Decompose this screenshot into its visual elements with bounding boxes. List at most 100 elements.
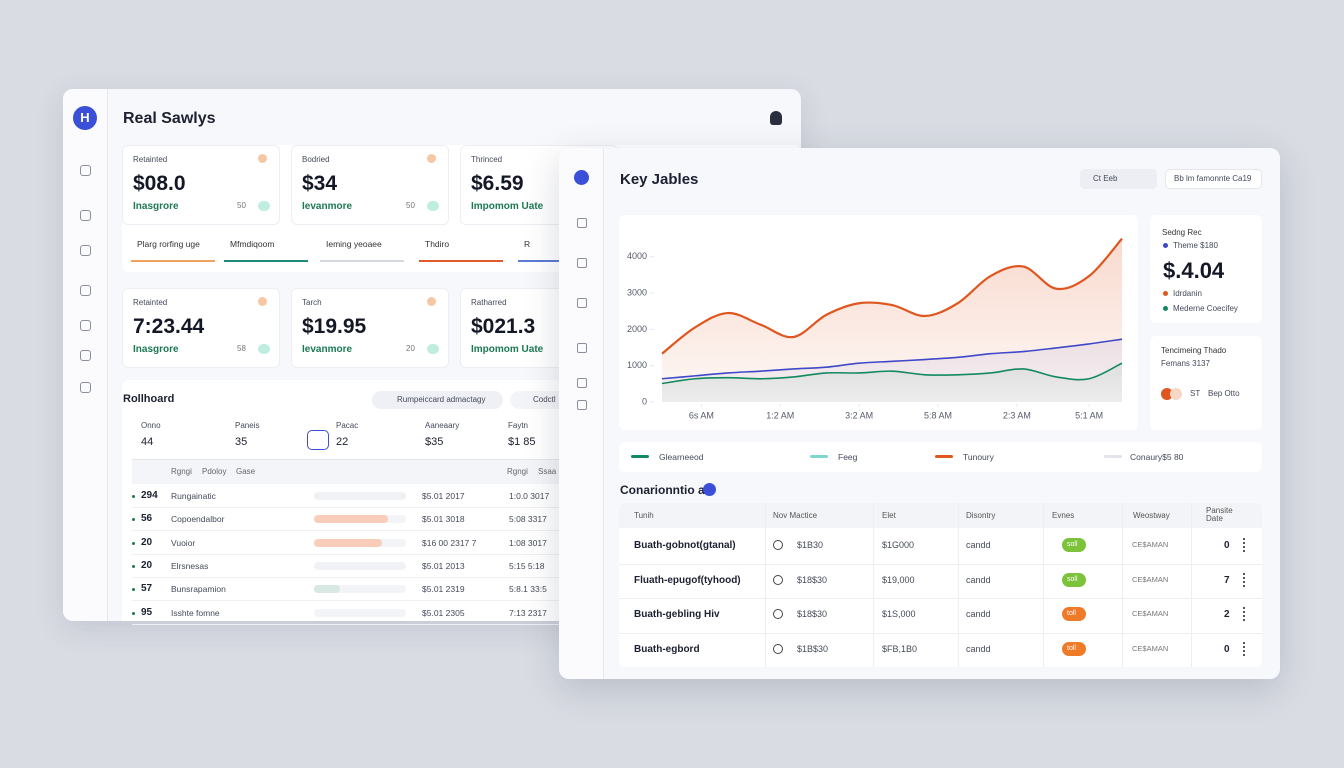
legend-swatch	[1104, 455, 1122, 458]
header-cell: Pansite Date	[1206, 506, 1233, 523]
stat-note: Impomom Uate	[471, 344, 544, 355]
row-cell: CE$AMAN	[1132, 574, 1169, 584]
row-time: 5:8.1 33:5	[509, 584, 547, 595]
stat-note: Ievanmore	[302, 344, 353, 355]
side-card-value: $.4.04	[1163, 258, 1225, 283]
row-cell: $19,000	[882, 574, 915, 585]
row-icon	[773, 643, 783, 654]
legend-label: Conaury$5 80	[1130, 452, 1184, 462]
button-text: Bb lm famonnte Ca19	[1174, 174, 1252, 183]
col-divider	[1043, 503, 1044, 667]
legend-swatch	[631, 455, 649, 458]
row-badge-text: toll	[1067, 610, 1076, 617]
row-icon	[773, 540, 783, 550]
stat-value: $19.95	[302, 315, 367, 338]
summary-value: 35	[235, 436, 248, 448]
row-id: 294	[141, 490, 158, 501]
stat-card	[291, 288, 449, 368]
sidebar-icon	[577, 218, 587, 228]
header-cell: Elet	[882, 511, 896, 520]
col-divider	[958, 503, 959, 667]
row-divider	[132, 507, 560, 508]
table	[619, 503, 1262, 667]
row-divider	[132, 553, 560, 555]
tab: Ieming yeoaee	[326, 239, 382, 249]
info-icon	[703, 483, 716, 496]
stat-note: Inasgrore	[133, 344, 179, 355]
row-id: 95	[141, 606, 153, 618]
row-badge	[1062, 538, 1086, 552]
row-dot	[132, 588, 135, 592]
row-badge-text: soll	[1067, 541, 1078, 548]
header-cell: Nov Mactice	[773, 511, 818, 520]
filter-chip	[372, 391, 503, 409]
legend-swatch	[810, 455, 828, 458]
side-card-tag: ST	[1190, 389, 1201, 398]
header-cell: Gase	[236, 467, 256, 476]
row-badge	[1062, 572, 1086, 587]
side-card-item: Theme $180	[1173, 241, 1218, 250]
button-text: Codctl	[533, 395, 556, 404]
side-card-label: Bep Otto	[1208, 389, 1240, 398]
side-card	[1150, 215, 1262, 323]
stat-note: Impomom Uate	[471, 201, 544, 212]
row-cell: CE$AMAN	[1132, 609, 1169, 618]
row-count: 0	[1224, 540, 1230, 551]
row-bar	[314, 585, 406, 594]
row-name: Vuoior	[171, 537, 196, 548]
summary-value: $1 85	[508, 436, 536, 448]
summary-label: Paneis	[235, 421, 260, 430]
col-divider	[1122, 503, 1123, 667]
stat-label: Thrinced	[471, 155, 503, 164]
button	[1080, 169, 1157, 189]
tab: Thdiro	[425, 239, 450, 249]
summary-value: $35	[425, 436, 444, 448]
row-divider	[619, 563, 1262, 565]
summary-label: Faytn	[508, 421, 529, 430]
row-bar-fill	[314, 492, 406, 500]
row-divider	[132, 623, 560, 625]
front-sidebar	[559, 148, 604, 679]
row-id: 20	[141, 536, 153, 548]
row-bar-fill	[314, 585, 340, 594]
row-bar-fill	[314, 538, 382, 547]
row-cell: $18$30	[797, 574, 828, 585]
header-cell: Rgngi	[507, 467, 528, 476]
row-divider	[132, 600, 560, 602]
row-cell: $18$30	[797, 609, 828, 619]
stat-dot	[427, 297, 436, 306]
row-badge-text: soll	[1067, 575, 1078, 583]
row-time: 7:13 2317	[509, 607, 547, 618]
front-logo	[574, 170, 589, 185]
legend-label: Tunoury	[963, 452, 994, 462]
side-card-title: Sedng Rec	[1162, 228, 1202, 237]
row-menu	[1243, 641, 1245, 656]
sidebar-icon	[577, 258, 587, 268]
row-time: 1:0.0 3017	[509, 491, 550, 501]
legend-swatch	[935, 455, 953, 458]
window-title: Real Sawlys	[123, 110, 216, 127]
sidebar-icon	[577, 400, 587, 410]
stat-label: Ratharred	[471, 298, 507, 307]
row-date: $5.01 2013	[422, 560, 465, 571]
summary-label: Onno	[141, 421, 161, 430]
stat-badge-icon	[258, 344, 270, 354]
row-divider	[132, 530, 560, 532]
header-cell: Weostway	[1133, 511, 1170, 520]
stat-value: $08.0	[133, 172, 186, 195]
stat-label: Tarch	[302, 298, 322, 307]
row-bar-fill	[314, 561, 406, 570]
stat-dot	[258, 154, 267, 163]
status-dot	[1170, 388, 1182, 400]
table-header	[619, 503, 1262, 528]
stat-note: Ievanmore	[302, 201, 353, 212]
summary-icon	[307, 430, 329, 450]
legend-dot	[1163, 291, 1168, 296]
row-icon	[773, 574, 783, 585]
summary-label: Pacac	[336, 421, 359, 430]
sidebar-icon	[577, 378, 587, 388]
row-cell: candd	[966, 574, 991, 585]
sidebar-icon	[80, 210, 91, 221]
chart-panel	[619, 215, 1138, 430]
